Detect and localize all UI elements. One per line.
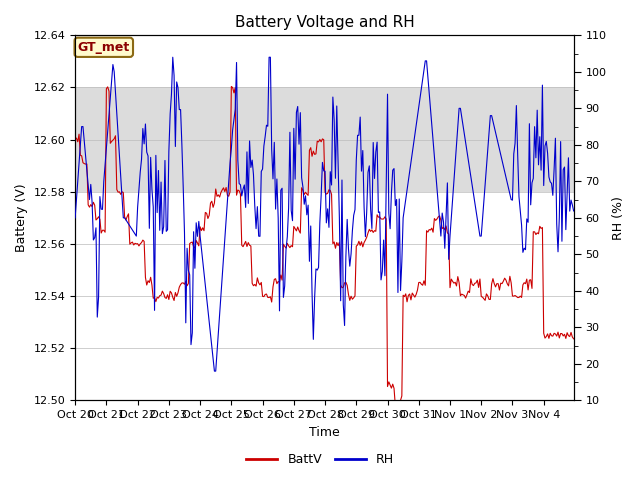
X-axis label: Time: Time xyxy=(309,426,340,439)
Legend: BattV, RH: BattV, RH xyxy=(241,448,399,471)
Text: GT_met: GT_met xyxy=(77,41,130,54)
Title: Battery Voltage and RH: Battery Voltage and RH xyxy=(234,15,414,30)
Bar xyxy=(75,87,573,192)
Y-axis label: RH (%): RH (%) xyxy=(612,196,625,240)
Y-axis label: Battery (V): Battery (V) xyxy=(15,183,28,252)
